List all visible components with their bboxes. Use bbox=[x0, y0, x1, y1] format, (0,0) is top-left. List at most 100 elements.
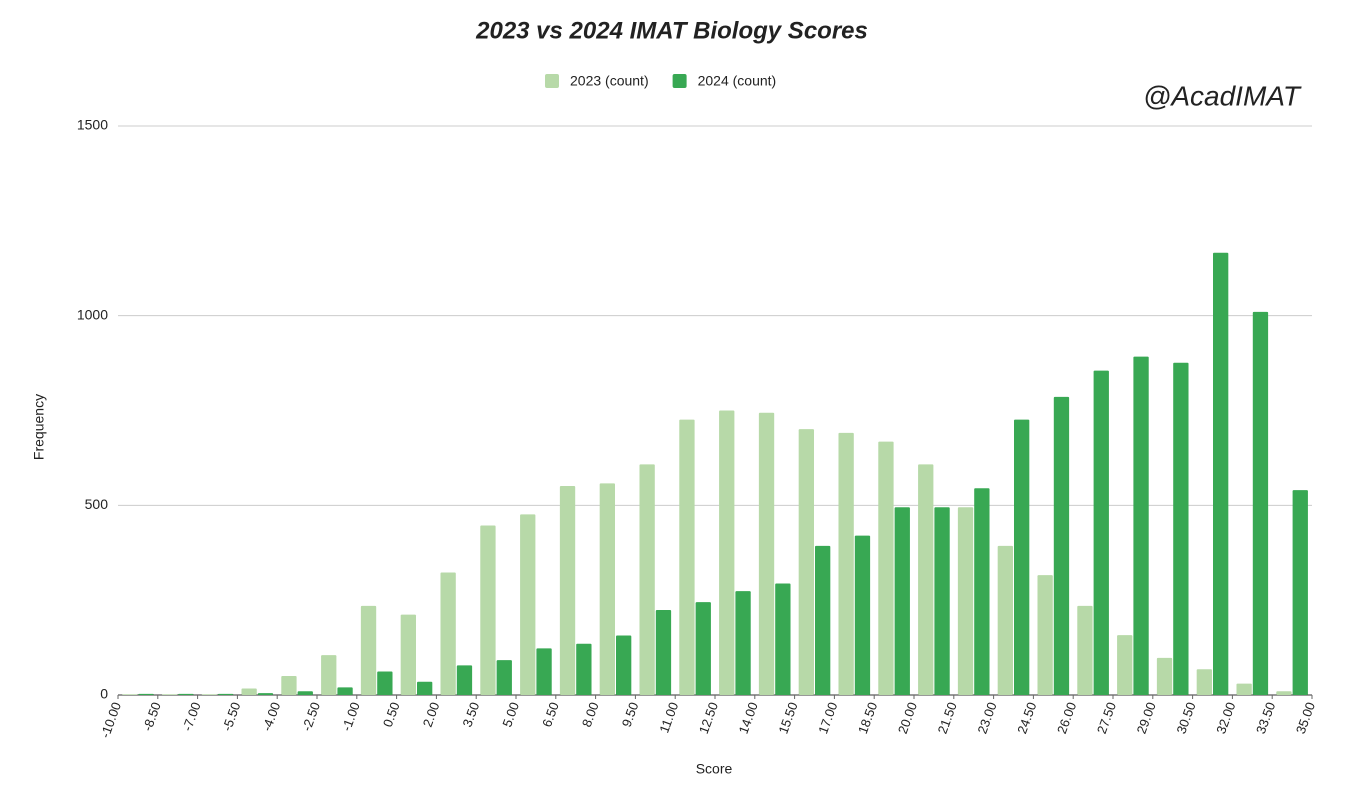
bar bbox=[1014, 419, 1030, 695]
bar bbox=[838, 432, 854, 695]
bar bbox=[918, 464, 934, 695]
x-tick-label: -1.00 bbox=[339, 700, 363, 733]
bar bbox=[417, 681, 433, 695]
y-tick-label: 1000 bbox=[77, 306, 108, 322]
bar bbox=[775, 583, 791, 695]
x-tick-label: -2.50 bbox=[299, 700, 323, 733]
legend-label: 2024 (count) bbox=[698, 73, 777, 89]
bar bbox=[758, 412, 775, 695]
y-axis-label: Frequency bbox=[31, 394, 47, 460]
legend-swatch bbox=[672, 74, 687, 88]
bar bbox=[1037, 575, 1053, 695]
x-tick-label: -7.00 bbox=[179, 700, 203, 733]
bar bbox=[974, 488, 990, 695]
bar bbox=[679, 419, 695, 695]
bar bbox=[1156, 657, 1173, 695]
bar bbox=[456, 665, 473, 695]
x-tick-label: 5.00 bbox=[499, 700, 522, 729]
x-tick-label: 30.50 bbox=[1173, 700, 1198, 736]
bar bbox=[297, 691, 313, 695]
bar bbox=[480, 525, 496, 695]
bar bbox=[440, 572, 456, 695]
bar bbox=[241, 688, 257, 695]
bar bbox=[1133, 356, 1149, 695]
bar bbox=[161, 694, 178, 695]
x-axis-label: Score bbox=[696, 761, 733, 777]
bar bbox=[1236, 683, 1252, 695]
bar bbox=[201, 694, 217, 695]
bar bbox=[178, 693, 194, 695]
x-tick-label: 26.00 bbox=[1054, 700, 1079, 736]
y-tick-label: 500 bbox=[85, 496, 109, 512]
bar bbox=[400, 614, 416, 695]
x-tick-label: 29.00 bbox=[1134, 700, 1159, 736]
x-tick-label: 3.50 bbox=[459, 700, 482, 729]
legend-label: 2023 (count) bbox=[570, 73, 649, 89]
bar bbox=[894, 507, 910, 695]
bar bbox=[695, 602, 711, 695]
bar bbox=[1252, 311, 1269, 695]
bar bbox=[1213, 252, 1229, 695]
bar bbox=[559, 485, 576, 695]
bar bbox=[281, 676, 297, 695]
bar bbox=[1053, 396, 1070, 695]
x-tick-label: 18.50 bbox=[855, 700, 880, 736]
x-tick-label: 33.50 bbox=[1253, 700, 1278, 736]
x-tick-label: 20.00 bbox=[895, 700, 920, 736]
x-tick-label: 2.00 bbox=[420, 700, 443, 729]
bar bbox=[616, 635, 632, 695]
annotation: @AcadIMAT bbox=[1143, 80, 1302, 111]
bar bbox=[854, 535, 871, 695]
x-tick-label: 9.50 bbox=[619, 700, 642, 729]
x-tick-label: -5.50 bbox=[219, 700, 243, 733]
bar bbox=[719, 410, 735, 695]
y-tick-label: 0 bbox=[100, 686, 108, 702]
bar bbox=[377, 671, 393, 695]
bar bbox=[639, 464, 655, 695]
x-tick-label: 0.50 bbox=[380, 700, 403, 729]
bar bbox=[1276, 691, 1292, 695]
chart-title: 2023 vs 2024 IMAT Biology Scores bbox=[475, 17, 868, 44]
x-tick-label: 17.00 bbox=[815, 700, 840, 736]
bar bbox=[735, 591, 751, 695]
x-tick-label: 6.50 bbox=[539, 700, 562, 729]
x-tick-label: 35.00 bbox=[1293, 700, 1318, 736]
x-tick-label: 23.00 bbox=[974, 700, 999, 736]
bar bbox=[599, 483, 615, 695]
x-tick-label: 14.00 bbox=[736, 700, 761, 736]
x-tick-label: 8.00 bbox=[579, 700, 602, 729]
bar bbox=[1093, 370, 1109, 695]
bar bbox=[815, 545, 831, 695]
bar bbox=[321, 655, 337, 695]
bar bbox=[337, 687, 353, 695]
bar bbox=[576, 643, 592, 695]
bar bbox=[1173, 362, 1189, 695]
bar bbox=[997, 545, 1013, 695]
bar bbox=[878, 441, 894, 695]
bar bbox=[536, 648, 552, 695]
x-tick-label: 27.50 bbox=[1094, 700, 1119, 736]
x-tick-label: 12.50 bbox=[696, 700, 721, 736]
x-tick-label: -8.50 bbox=[140, 700, 164, 733]
bar bbox=[798, 429, 814, 695]
bar bbox=[520, 514, 536, 695]
bar bbox=[655, 610, 672, 695]
bar bbox=[218, 693, 234, 695]
bar bbox=[360, 605, 377, 695]
bar bbox=[1292, 490, 1308, 695]
x-tick-label: 24.50 bbox=[1014, 700, 1039, 736]
bar bbox=[1077, 605, 1093, 695]
bar bbox=[122, 694, 138, 695]
x-tick-label: -10.00 bbox=[97, 700, 124, 740]
x-tick-label: 11.00 bbox=[656, 700, 681, 735]
bar bbox=[957, 507, 974, 695]
bar bbox=[934, 507, 950, 695]
x-tick-label: -4.00 bbox=[259, 700, 283, 733]
legend-swatch bbox=[545, 74, 559, 88]
x-tick-label: 15.50 bbox=[775, 700, 800, 736]
x-tick-label: 32.00 bbox=[1213, 700, 1238, 736]
bar bbox=[138, 693, 154, 695]
y-tick-label: 1500 bbox=[77, 117, 108, 133]
